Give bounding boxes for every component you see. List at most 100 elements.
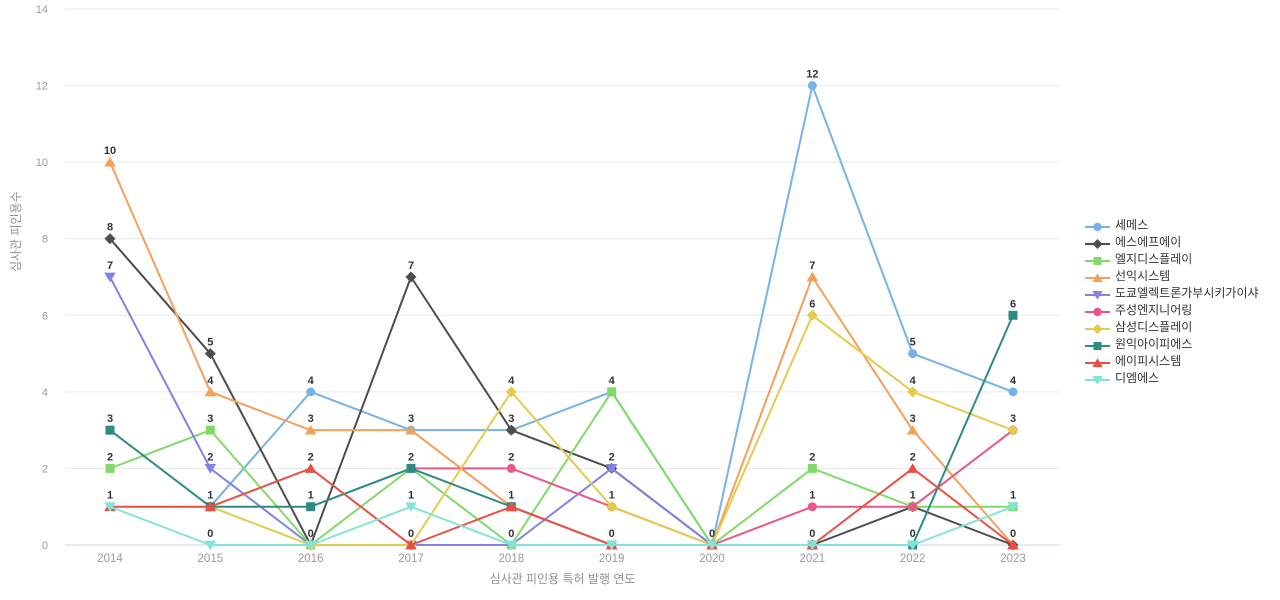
data-point[interactable] — [907, 386, 919, 398]
legend-item-0[interactable]: 세메스 — [1085, 217, 1259, 234]
data-point[interactable] — [605, 464, 618, 474]
y-axis-title: 심사관 피인용수 — [9, 191, 23, 272]
data-point[interactable] — [606, 501, 618, 513]
legend-item-6[interactable]: 삼성디스플레이 — [1085, 319, 1259, 336]
data-point[interactable] — [405, 271, 417, 283]
data-point[interactable] — [807, 463, 817, 473]
data-label: 0 — [508, 528, 514, 540]
legend-item-3[interactable]: 선익시스템 — [1085, 268, 1259, 285]
data-label: 2 — [408, 451, 414, 463]
data-point[interactable] — [204, 540, 217, 551]
x-tick-label: 2022 — [900, 553, 926, 565]
legend-item-9[interactable]: 디엠에스 — [1085, 370, 1259, 387]
data-point[interactable] — [807, 502, 817, 512]
legend-marker-circle-icon — [1085, 305, 1110, 317]
data-point[interactable] — [1008, 387, 1018, 397]
data-label: 0 — [207, 528, 213, 540]
data-point[interactable] — [105, 425, 115, 435]
data-point[interactable] — [807, 81, 817, 91]
data-point[interactable] — [304, 424, 317, 435]
data-point[interactable] — [304, 463, 317, 473]
data-point[interactable] — [405, 424, 417, 435]
data-label: 6 — [809, 298, 815, 310]
legend-marker-diamond-icon — [1085, 237, 1110, 249]
x-tick-label: 2017 — [398, 553, 424, 565]
data-point[interactable] — [505, 501, 518, 512]
data-point[interactable] — [806, 271, 819, 282]
data-point[interactable] — [304, 540, 317, 551]
data-point[interactable] — [204, 464, 217, 474]
data-point[interactable] — [706, 540, 718, 551]
data-label: 0 — [1010, 528, 1016, 540]
data-point[interactable] — [1007, 539, 1019, 550]
series-line-8 — [110, 467, 1014, 546]
legend-item-4[interactable]: 도쿄엘렉트론가부시키가이샤 — [1085, 285, 1259, 302]
legend-item-2[interactable]: 엘지디스플레이 — [1085, 251, 1259, 268]
data-point[interactable] — [505, 386, 517, 398]
data-label: 1 — [308, 490, 314, 502]
data-point[interactable] — [405, 539, 417, 550]
data-label: 0 — [609, 528, 615, 540]
data-point[interactable] — [906, 540, 919, 551]
legend-item-8[interactable]: 에이피시스템 — [1085, 353, 1259, 370]
data-point[interactable] — [1008, 310, 1018, 320]
data-label: 1 — [207, 490, 213, 502]
legend-label: 에스에프에이 — [1115, 235, 1182, 249]
data-point[interactable] — [406, 463, 416, 473]
data-point[interactable] — [506, 463, 516, 473]
data-label: 1 — [107, 490, 113, 502]
data-label: 1 — [809, 490, 815, 502]
data-point[interactable] — [908, 502, 918, 512]
data-label: 8 — [107, 222, 113, 234]
legend-label: 세메스 — [1115, 218, 1149, 232]
data-point[interactable] — [405, 502, 417, 512]
y-tick-label: 2 — [42, 463, 48, 475]
legend-label: 주성엔지니어링 — [1115, 303, 1193, 317]
data-point[interactable] — [105, 463, 115, 473]
data-label: 3 — [1010, 413, 1016, 425]
data-point[interactable] — [908, 349, 918, 359]
data-point[interactable] — [205, 425, 215, 435]
data-point[interactable] — [306, 387, 316, 397]
legend-marker-square-icon — [1085, 339, 1110, 351]
data-point[interactable] — [104, 156, 116, 167]
data-point[interactable] — [1007, 424, 1019, 436]
data-point[interactable] — [204, 348, 216, 360]
data-point[interactable] — [104, 272, 116, 283]
data-label: 10 — [104, 145, 116, 157]
data-point[interactable] — [104, 233, 116, 245]
series-line-9 — [109, 505, 1014, 546]
legend-item-7[interactable]: 원익아이피에스 — [1085, 336, 1259, 353]
data-point[interactable] — [204, 386, 217, 397]
y-tick-label: 12 — [36, 81, 48, 93]
legend-marker-diamond-icon — [1085, 322, 1110, 334]
data-point[interactable] — [906, 463, 919, 473]
data-point[interactable] — [806, 309, 818, 321]
data-point[interactable] — [505, 540, 518, 551]
data-point[interactable] — [607, 387, 617, 397]
y-tick-label: 6 — [42, 310, 48, 322]
legend-item-5[interactable]: 주성엔지니어링 — [1085, 302, 1259, 319]
data-point[interactable] — [906, 424, 919, 435]
data-point[interactable] — [505, 424, 517, 436]
data-point[interactable] — [605, 540, 618, 551]
data-point[interactable] — [806, 540, 819, 551]
data-label: 7 — [408, 260, 414, 272]
y-tick-label: 4 — [42, 387, 48, 399]
legend-marker-circle-icon — [1085, 220, 1110, 232]
data-point[interactable] — [104, 502, 116, 512]
legend-marker-square-icon — [1085, 254, 1110, 266]
legend-item-1[interactable]: 에스에프에이 — [1085, 234, 1259, 251]
legend-marker-triangle-down-icon — [1085, 373, 1110, 385]
data-point[interactable] — [306, 502, 316, 512]
y-tick-label: 8 — [42, 234, 48, 246]
y-tick-label: 0 — [42, 540, 48, 552]
data-label: 1 — [508, 490, 514, 502]
data-label: 1 — [910, 490, 916, 502]
data-point[interactable] — [1007, 502, 1019, 512]
data-point[interactable] — [204, 501, 217, 512]
data-label: 3 — [508, 413, 514, 425]
legend-label: 에이피시스템 — [1115, 354, 1182, 368]
data-label: 4 — [910, 375, 917, 387]
